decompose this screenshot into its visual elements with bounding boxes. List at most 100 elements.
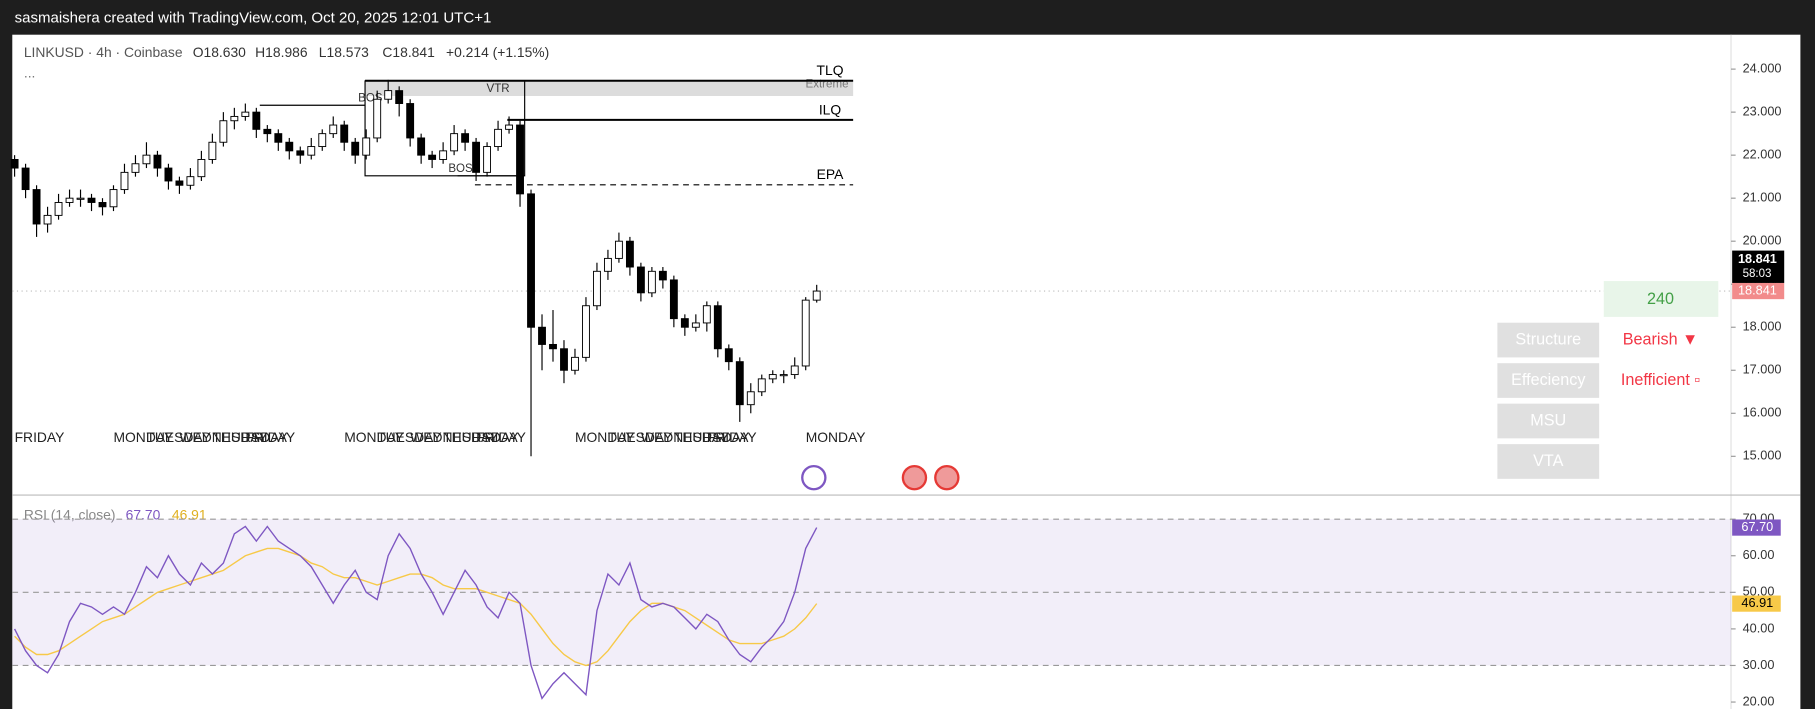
y-tick-label: 50.00 xyxy=(1743,584,1775,599)
candle-body xyxy=(329,124,338,135)
candle-body xyxy=(153,154,162,169)
candle-body xyxy=(98,202,107,208)
candle-body xyxy=(109,189,118,208)
y-tick-label: 40.00 xyxy=(1743,620,1775,635)
more-button[interactable]: ... xyxy=(24,65,36,81)
rsi-legend: RSI (14, close) xyxy=(24,507,116,523)
timeframe-cell xyxy=(1603,281,1719,317)
y-tick-label: 17.000 xyxy=(1743,362,1782,377)
candle-body xyxy=(746,391,755,406)
x-tick-label: THURSDAY xyxy=(443,429,518,445)
y-tick-label: 22.000 xyxy=(1743,147,1782,162)
candle-body xyxy=(164,167,173,182)
value-box xyxy=(1732,595,1781,612)
candle-body xyxy=(614,240,623,259)
candle-body xyxy=(362,137,371,156)
candle-body xyxy=(658,270,667,281)
candle-body xyxy=(384,90,393,100)
countdown: 58:03 xyxy=(1743,268,1772,280)
header-title: sasmaishera created with TradingView.com… xyxy=(15,9,492,26)
rsi-line xyxy=(14,547,818,667)
panel-cell xyxy=(1497,363,1600,398)
ohlc-open: O18.630 xyxy=(193,44,246,60)
panel-status: Inefficient ▫ xyxy=(1621,371,1700,389)
candle-body xyxy=(21,167,30,191)
candle-body xyxy=(219,120,228,143)
x-tick-label: FRIDAY xyxy=(245,429,295,445)
candle-body xyxy=(142,154,151,165)
candle-body xyxy=(483,146,492,173)
y-tick-label: 23.000 xyxy=(1743,103,1782,118)
candle-body xyxy=(252,111,261,130)
x-tick-label: WEDNESDAY xyxy=(641,429,729,445)
event-icon[interactable] xyxy=(801,464,827,491)
candle-body xyxy=(208,141,217,160)
candle-body xyxy=(87,197,96,203)
overlay: 240 Structure Bearish ▼ Effeciency Ineff… xyxy=(1497,281,1719,479)
candle-body xyxy=(461,133,470,143)
symbol: LINKUSD · 4h · Coinbase xyxy=(24,44,183,60)
y-tick-label: 60.00 xyxy=(1743,547,1775,562)
candle-body xyxy=(10,158,19,169)
panel-cell xyxy=(1497,322,1600,358)
level-label: ILQ xyxy=(819,101,842,117)
candle-body xyxy=(406,103,415,139)
annotation: VTR xyxy=(487,83,510,95)
y-tick-label: 30.00 xyxy=(1743,657,1775,672)
candle-body xyxy=(76,197,85,200)
candle-body xyxy=(669,279,678,320)
candle-body xyxy=(340,124,349,143)
candle-body xyxy=(538,326,546,345)
candle-body xyxy=(32,189,41,225)
x-tick-label: TUESDAY xyxy=(377,429,441,445)
event-flag[interactable] xyxy=(934,464,960,491)
y-tick-label: 20.00 xyxy=(1743,693,1775,708)
event-flag[interactable] xyxy=(901,464,928,491)
x-tick-label: THURSDAY xyxy=(674,429,749,445)
y-tick-label: 24.000 xyxy=(1743,60,1782,75)
ohlc-change: +0.214 (+1.15%) xyxy=(446,44,549,60)
candle-body xyxy=(757,378,766,393)
y-tick-label: 15.000 xyxy=(1743,448,1782,463)
x-tick-label: MONDAY xyxy=(113,429,173,445)
candle-body xyxy=(713,305,722,350)
candle-body xyxy=(636,266,645,294)
candle-body xyxy=(263,128,272,135)
candle-body xyxy=(571,356,579,371)
candle-body xyxy=(801,299,810,367)
y-tick-label: 20.000 xyxy=(1743,233,1782,248)
candle-body xyxy=(197,158,206,178)
candle-body xyxy=(505,124,513,130)
x-tick-label: FRIDAY xyxy=(707,429,757,445)
panel-label: Effeciency xyxy=(1511,371,1586,389)
rsi-ma-value: 46.91 xyxy=(172,507,207,523)
ohlc-low: L18.573 xyxy=(319,44,369,60)
candle-body xyxy=(274,133,283,143)
candle-body xyxy=(560,348,568,371)
rsi-line xyxy=(13,525,818,700)
panel-status: Bearish ▼ xyxy=(1623,330,1698,348)
candle-body xyxy=(417,137,426,156)
candle-body xyxy=(647,270,656,294)
panel-label: VTA xyxy=(1533,452,1563,470)
ohlc-close: C18.841 xyxy=(382,44,435,60)
candle-body xyxy=(702,305,711,324)
x-tick-label: TUESDAY xyxy=(146,429,210,445)
value-box xyxy=(1732,519,1781,536)
timeframe: 240 xyxy=(1647,290,1674,308)
candle-body xyxy=(230,115,239,122)
y-tick-label: 21.000 xyxy=(1743,190,1782,205)
panel-label: Structure xyxy=(1515,330,1581,348)
x-tick-label: FRIDAY xyxy=(15,429,65,445)
candle-body xyxy=(472,141,481,173)
x-tick-label: TUESDAY xyxy=(608,429,672,445)
candle-body xyxy=(582,305,590,358)
x-tick-label: MONDAY xyxy=(575,429,635,445)
candle-body xyxy=(54,202,63,216)
candle-body xyxy=(768,374,777,380)
value-label: 46.91 xyxy=(1741,595,1773,610)
level-label: TLQ xyxy=(817,62,844,78)
candle-body xyxy=(439,150,448,160)
